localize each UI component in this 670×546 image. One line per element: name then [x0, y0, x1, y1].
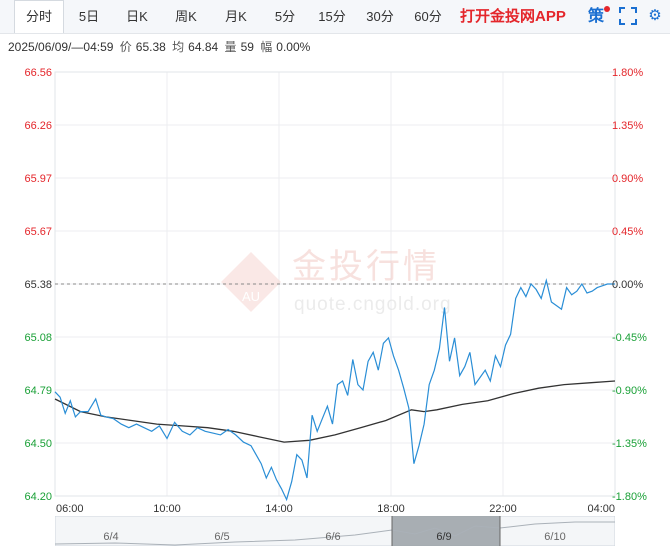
- y-percent-tick-label: 0.90%: [612, 173, 643, 185]
- y-tick-label: 66.56: [24, 67, 52, 79]
- settings-gear-icon[interactable]: ⚙: [648, 7, 662, 24]
- watermark-url: quote.cngold.org: [294, 294, 452, 315]
- x-tick-label: 22:00: [489, 503, 517, 515]
- price-label: 价: [119, 40, 132, 54]
- y-percent-tick-label: -1.80%: [612, 491, 647, 503]
- navigator-label: 6/10: [544, 531, 565, 543]
- navigator-label: 6/6: [325, 531, 340, 543]
- average-value: 64.84: [188, 40, 219, 54]
- quote-datetime: 2025/06/09/—04:59: [8, 40, 114, 54]
- watermark-logo-icon: AU: [221, 252, 281, 312]
- y-percent-tick-label: 0.45%: [612, 226, 643, 238]
- price-line: [54, 278, 615, 502]
- average-label: 均: [172, 40, 185, 54]
- tab-5-day[interactable]: 5日: [78, 9, 100, 24]
- tab-5-min[interactable]: 5分: [274, 9, 296, 24]
- y-percent-tick-label: -1.35%: [612, 438, 647, 450]
- time-navigator[interactable]: 6/4 6/5 6/6 6/9 6/10: [55, 516, 615, 546]
- watermark-logo-text: AU: [242, 289, 260, 304]
- tab-weekly-k[interactable]: 周K: [175, 9, 197, 24]
- intraday-chart[interactable]: AU 金投行情 quote.cngold.org 66.56 66.26 65.97…: [0, 0, 670, 516]
- navigator-selection[interactable]: [392, 516, 500, 546]
- y-percent-tick-label: -0.90%: [612, 385, 647, 397]
- notification-dot: [604, 6, 611, 12]
- y-tick-label: 66.26: [24, 120, 52, 132]
- navigator-label: 6/5: [214, 531, 229, 543]
- x-tick-label: 06:00: [56, 503, 84, 515]
- x-tick-label: 14:00: [265, 503, 293, 515]
- change-label: 幅: [260, 40, 273, 54]
- y-tick-label: 65.67: [24, 226, 52, 238]
- x-tick-label: 18:00: [377, 503, 405, 515]
- volume-label: 量: [224, 40, 237, 54]
- strategy-button[interactable]: 策: [588, 0, 611, 33]
- y-percent-tick-label: 1.80%: [612, 67, 643, 79]
- y-tick-label: 65.38: [24, 279, 52, 291]
- tab-15-min[interactable]: 15分: [318, 9, 346, 24]
- y-tick-label: 64.20: [24, 491, 52, 503]
- watermark-brand: 金投行情: [292, 247, 440, 287]
- tab-60-min[interactable]: 60分: [414, 9, 442, 24]
- strategy-label: 策: [588, 8, 605, 25]
- quote-info-bar: 2025/06/09/—04:59 价 65.38 均 64.84 量 59 幅 0.0…: [8, 38, 313, 55]
- x-tick-label: 10:00: [153, 503, 181, 515]
- period-tab-bar: 分时 5日 日K 周K 月K 5分 15分 30分 60分 打开金投网APP 策…: [0, 0, 670, 34]
- tab-intraday[interactable]: 分时: [14, 0, 64, 33]
- watermark: AU 金投行情 quote.cngold.org: [221, 247, 452, 315]
- y-tick-label: 64.50: [24, 438, 52, 450]
- price-value: 65.38: [135, 40, 166, 54]
- y-tick-label: 65.97: [24, 173, 52, 185]
- y-percent-tick-label: 1.35%: [612, 120, 643, 132]
- y-tick-label: 65.08: [24, 332, 52, 344]
- fullscreen-icon[interactable]: [619, 7, 637, 25]
- navigator-label: 6/4: [103, 531, 118, 543]
- y-percent-tick-label: 0.00%: [612, 279, 643, 291]
- x-tick-label: 04:00: [587, 503, 615, 515]
- change-value: 0.00%: [276, 40, 311, 54]
- average-price-line: [54, 380, 616, 443]
- open-app-link[interactable]: 打开金投网APP: [460, 8, 566, 25]
- volume-value: 59: [240, 40, 254, 54]
- y-percent-tick-label: -0.45%: [612, 332, 647, 344]
- tab-monthly-k[interactable]: 月K: [225, 9, 247, 24]
- navigator-label: 6/9: [436, 531, 451, 543]
- y-tick-label: 64.79: [24, 385, 52, 397]
- tab-30-min[interactable]: 30分: [366, 9, 394, 24]
- tab-daily-k[interactable]: 日K: [126, 9, 148, 24]
